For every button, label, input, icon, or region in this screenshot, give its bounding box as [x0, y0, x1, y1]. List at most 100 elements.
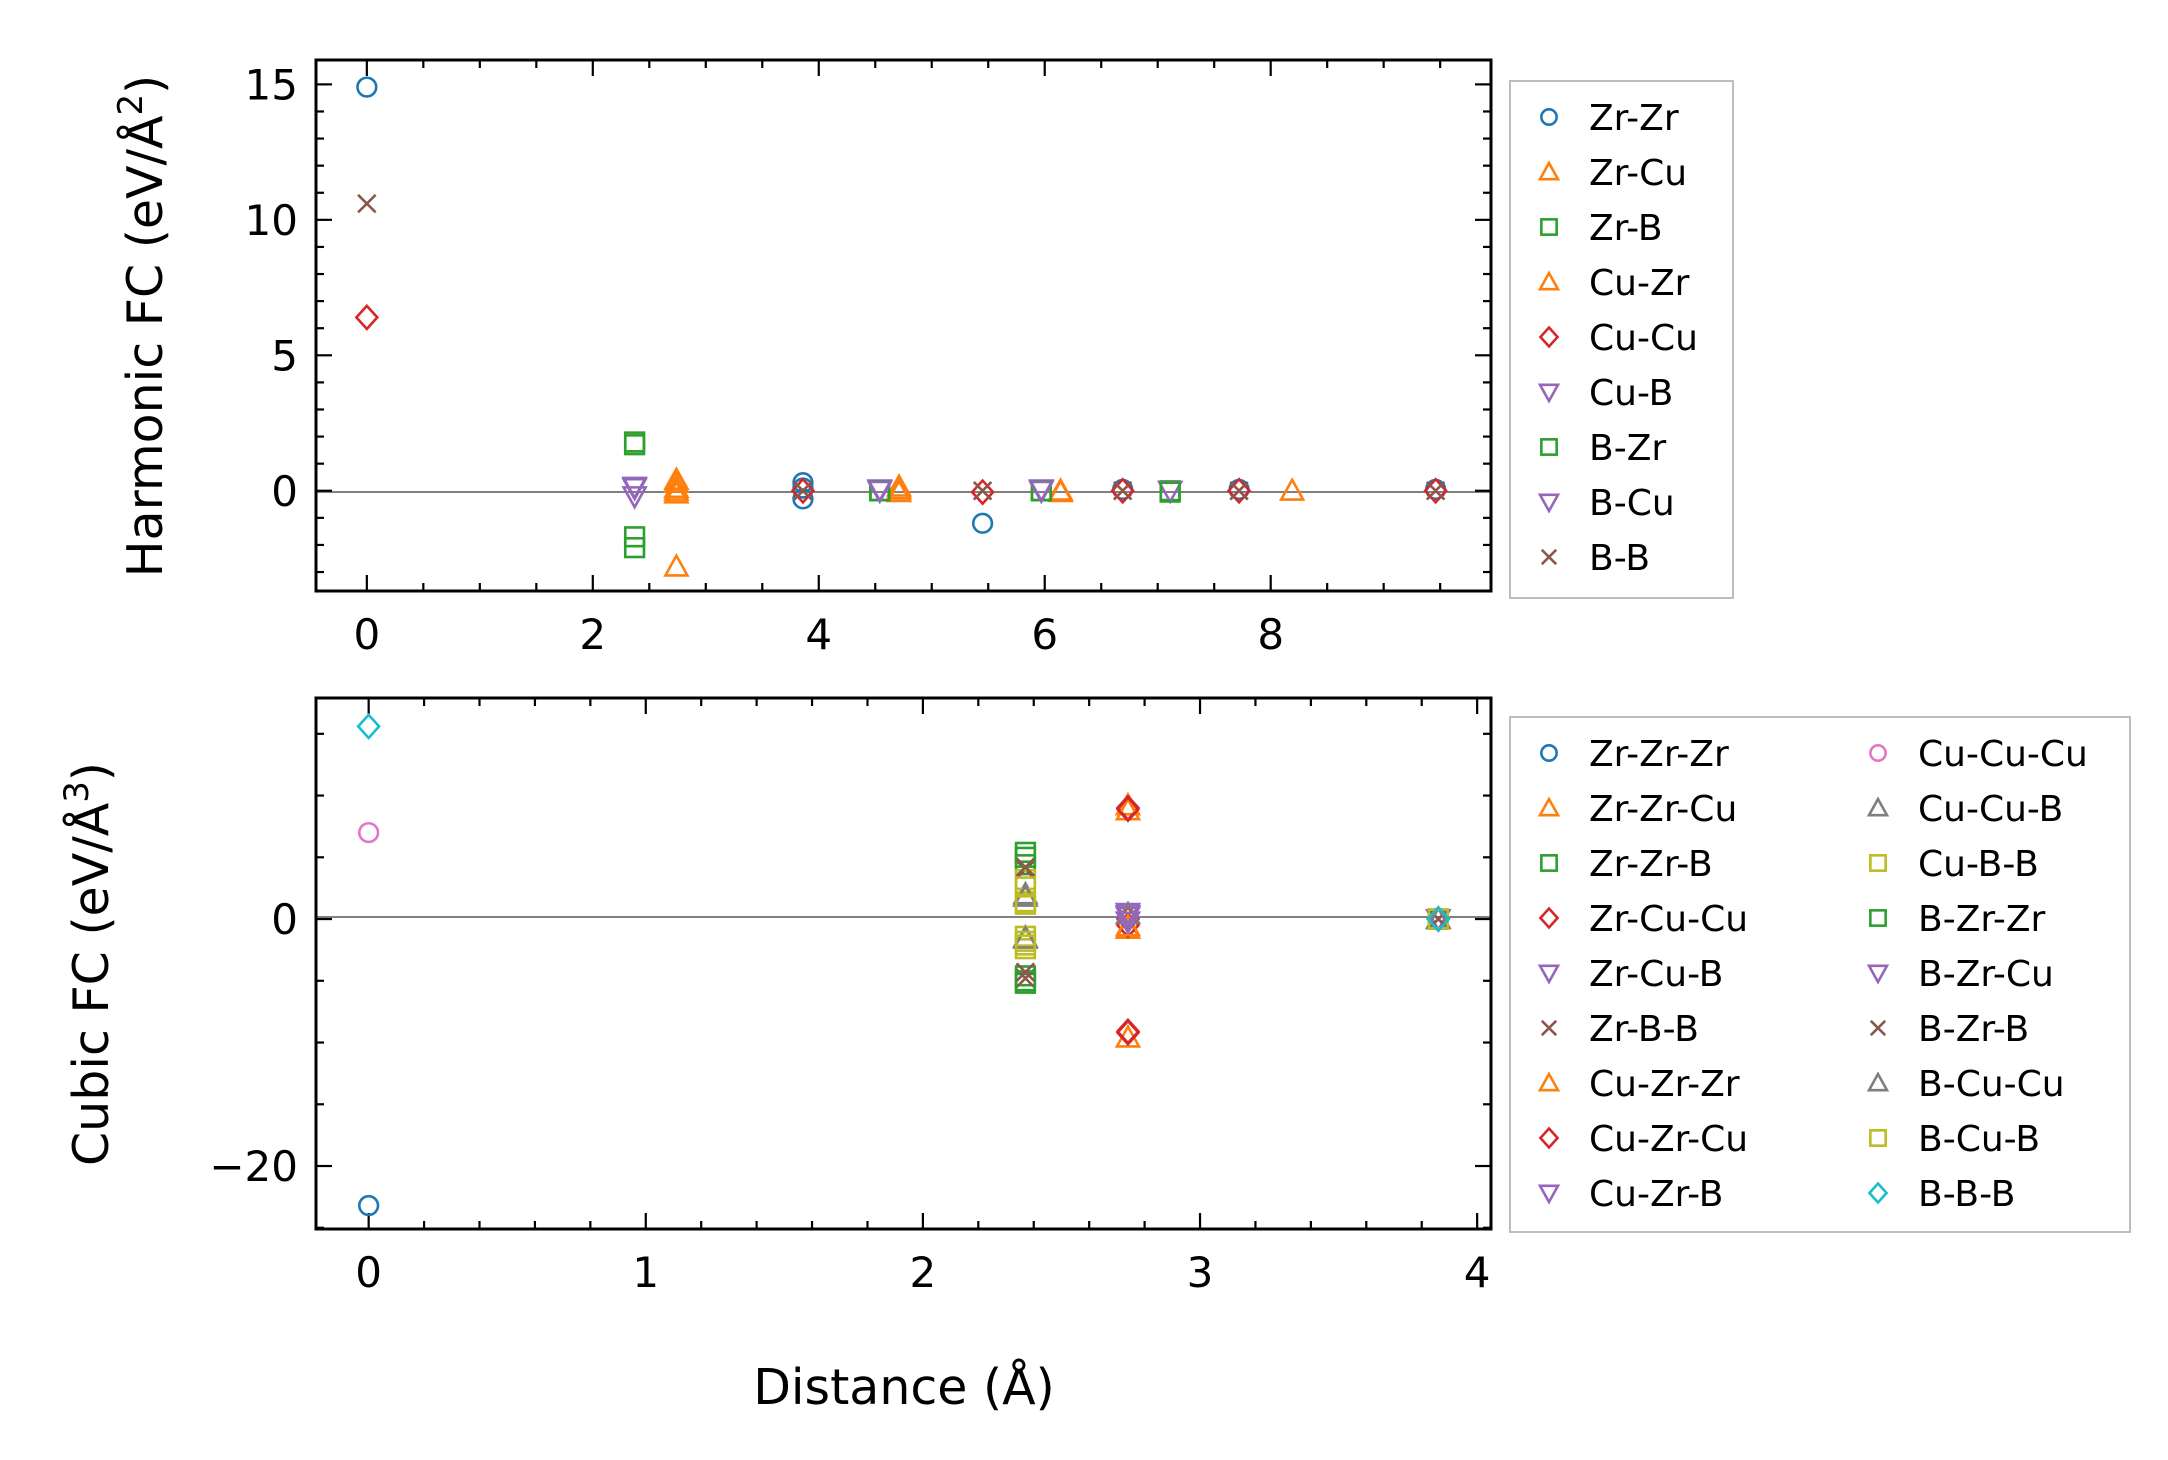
cubic-tick-labels: 0 1 2 3 4 0 −20: [209, 895, 1490, 1297]
legend-marker-triangle-up: [1537, 270, 1561, 291]
legend-item: Zr-B: [1540, 208, 1663, 249]
data-point: [1110, 477, 1135, 505]
legend-marker-triangle-up: [1866, 1071, 1890, 1092]
y-tick-label: 0: [271, 895, 298, 944]
series-b-b-b: [356, 712, 1451, 933]
legend-marker-square: [1869, 909, 1887, 927]
series-cu-zr-b: [1114, 906, 1452, 933]
x-axis-label: Distance (Å): [753, 1357, 1055, 1416]
legend-label: B-Cu: [1589, 483, 1675, 524]
legend-marker-triangle-up: [1537, 160, 1561, 181]
legend-item: Zr-B-B: [1540, 1009, 1699, 1050]
data-point: [1015, 857, 1036, 877]
data-point: [866, 480, 893, 505]
data-point: [970, 478, 995, 506]
series-b-zr-zr: [1014, 846, 1449, 992]
series-cu-b-b: [1014, 868, 1449, 960]
legend-label: Cu-Zr-Cu: [1589, 1119, 1748, 1160]
legend-label: Zr-Cu-Cu: [1589, 899, 1748, 940]
legend-item: B-Zr-B: [1869, 1009, 2029, 1050]
data-point: [1114, 906, 1142, 931]
legend-marker-triangle-down: [1537, 964, 1561, 985]
data-point: [358, 1194, 380, 1217]
data-point: [1047, 478, 1074, 503]
series-zr-cu-b: [1114, 905, 1452, 933]
legend-marker-x: [1540, 1019, 1558, 1037]
data-point: [1226, 477, 1252, 505]
data-point: [663, 474, 690, 499]
data-point: [1423, 477, 1448, 505]
legend-marker-square: [1540, 438, 1558, 456]
legend-item: Cu-Cu-B: [1866, 789, 2063, 830]
legend-item: B-Cu-B: [1869, 1119, 2040, 1160]
series-cu-cu-cu: [358, 821, 1449, 930]
harmonic-ticks: [316, 60, 1491, 591]
legend-item: Zr-Cu: [1537, 153, 1687, 194]
data-point: [1015, 962, 1036, 982]
legend-label: Cu-Cu-B: [1918, 789, 2063, 830]
series-zr-zr-zr: [358, 908, 1449, 1217]
y-tick-label: 5: [271, 331, 298, 380]
x-tick-label: 0: [353, 610, 380, 659]
data-point: [1112, 481, 1133, 501]
legend-marker-triangle-down: [1537, 383, 1561, 404]
harmonic-legend: Zr-Zr Zr-Cu Zr-B Cu-Zr Cu-Cu Cu-B B-Zr B-Cu B-B: [1509, 80, 1734, 599]
legend-marker-square: [1540, 854, 1558, 872]
legend-label: B-Cu-Cu: [1918, 1064, 2065, 1105]
legend-item: B-Cu: [1537, 483, 1675, 524]
data-point: [885, 475, 913, 500]
x-tick-label: 2: [910, 1248, 937, 1297]
legend-label: B-B: [1589, 538, 1650, 579]
data-point: [790, 477, 816, 505]
legend-label: B-Cu-B: [1918, 1119, 2040, 1160]
series-b-zr-b: [1015, 857, 1449, 982]
data-point: [663, 477, 690, 501]
legend-item: Zr-Cu-Cu: [1538, 899, 1748, 940]
x-tick-label: 0: [355, 1248, 382, 1297]
legend-label: Cu-Zr-Zr: [1589, 1064, 1740, 1105]
data-point: [1114, 911, 1142, 936]
legend-label: Zr-Cu-B: [1589, 954, 1724, 995]
legend-marker-triangle-down: [1537, 493, 1561, 514]
legend-label: Zr-Zr-Cu: [1589, 789, 1737, 830]
data-point: [1425, 481, 1446, 501]
legend-label: Zr-Zr-B: [1589, 844, 1713, 885]
legend-label: Cu-Zr: [1589, 263, 1690, 304]
data-point: [1014, 934, 1037, 956]
legend-marker-square: [1869, 1129, 1887, 1147]
legend-item: Cu-Cu: [1538, 318, 1698, 359]
legend-item: Zr-Zr-B: [1540, 844, 1713, 885]
legend-label: B-Zr-Cu: [1918, 954, 2054, 995]
series-cu-zr: [663, 468, 1074, 503]
series-zr-zr-cu: [1114, 791, 1452, 1048]
legend-label: Zr-B-B: [1589, 1009, 1699, 1050]
y-tick-label: −20: [209, 1142, 298, 1191]
legend-marker-circle: [1540, 744, 1558, 762]
series-b-b: [357, 193, 1446, 501]
data-point: [623, 526, 646, 548]
cubic-legend-frame: [1509, 716, 2131, 1233]
legend-marker-diamond: [1538, 325, 1560, 349]
data-point: [356, 76, 378, 98]
x-tick-label: 4: [1464, 1248, 1491, 1297]
data-point: [663, 552, 690, 577]
legend-marker-diamond: [1538, 1126, 1560, 1150]
legend-label: Cu-B: [1589, 373, 1673, 414]
data-point: [1159, 481, 1181, 503]
cubic-legend-entries: Zr-Zr-Zr Zr-Zr-Cu Zr-Zr-B Zr-Cu-Cu Zr-Cu-B Zr…: [1537, 734, 2088, 1215]
legend-item: Cu-B: [1537, 373, 1673, 414]
legend-item: Cu-Zr-B: [1537, 1174, 1724, 1215]
legend-item: Cu-Zr-Cu: [1538, 1119, 1748, 1160]
data-point: [356, 712, 381, 740]
data-point: [885, 478, 913, 503]
x-tick-label: 8: [1257, 610, 1284, 659]
legend-label: Zr-Zr-Zr: [1589, 734, 1729, 775]
legend-marker-diamond: [1867, 1181, 1889, 1205]
data-point: [972, 481, 993, 501]
legend-label: Zr-B: [1589, 208, 1663, 249]
legend-marker-x: [1540, 548, 1558, 566]
legend-item: Cu-Cu-Cu: [1869, 734, 2088, 775]
legend-label: Cu-B-B: [1918, 844, 2039, 885]
